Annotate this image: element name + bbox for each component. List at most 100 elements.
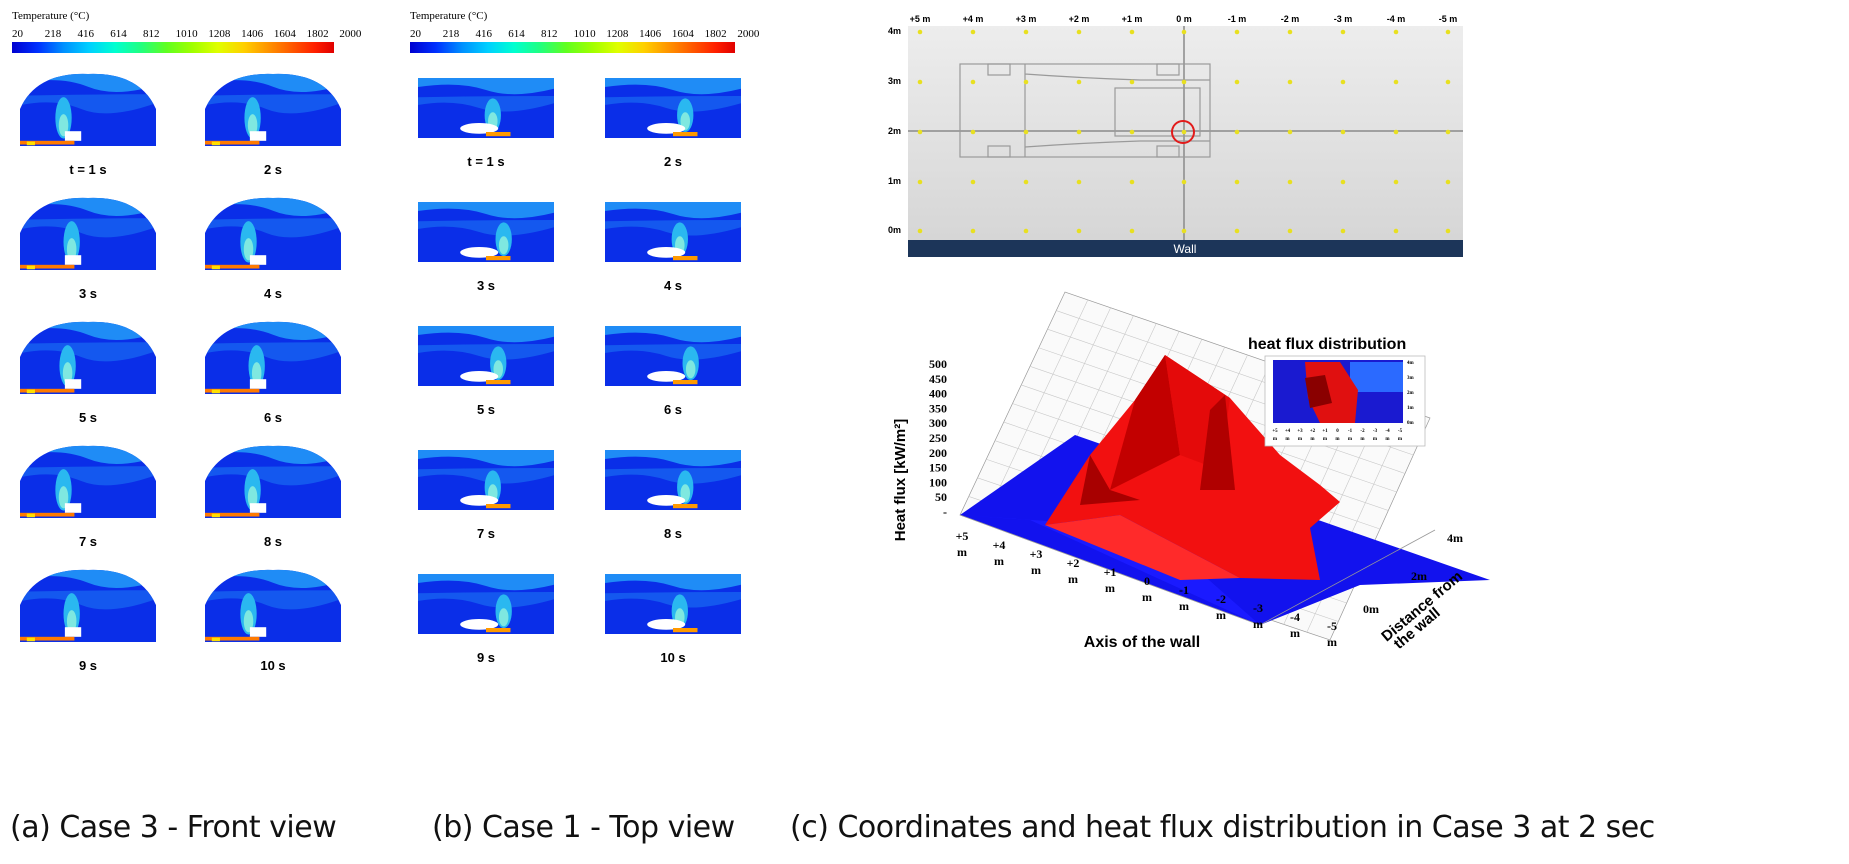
inset-x-unit: m [1298, 437, 1303, 442]
measurement-points [917, 29, 1451, 234]
measurement-point [1023, 79, 1029, 85]
inset-x-label: +3 [1297, 429, 1303, 434]
inset-x-labels: +5 m +4 m +3 m +2 m +1 m 0 m -1 m -2 m -3 m -4 m -5 m [1272, 429, 1403, 442]
measurement-point [1234, 79, 1240, 85]
time-label: 2 s [663, 154, 683, 169]
top-x-label: +2 m [1069, 14, 1090, 24]
time-label: t = 1 s [69, 162, 107, 177]
hf-x-tick: -5 m [1327, 619, 1337, 649]
top-x-label: +5 m [910, 14, 931, 24]
hf-y-tick: 150 [929, 461, 947, 475]
measurement-point [1287, 228, 1293, 234]
coordinate-diagram: +5 m +4 m +3 m +2 m +1 m 0 m -1 m -2 m -3 m -4 m -… [888, 14, 1463, 257]
temperature-snapshot [205, 321, 341, 394]
inset-y-label: 1m [1407, 406, 1415, 411]
inset-y-label: 2m [1407, 391, 1415, 396]
measurement-point [1023, 29, 1029, 35]
red-facet-3 [1200, 395, 1235, 490]
red-facet-4 [1080, 455, 1140, 505]
inset-heatmap-light [1350, 362, 1403, 392]
measurement-point [1234, 129, 1240, 135]
temperature-snapshot [418, 326, 554, 386]
inset-x-label: -2 [1360, 429, 1365, 434]
inset-x-unit: m [1360, 437, 1365, 442]
measurement-point [1393, 29, 1399, 35]
colorbar-tick: 2000 [737, 28, 760, 40]
colorbar-tick: 1406 [241, 28, 264, 40]
time-label: 10 s [260, 658, 286, 673]
target-point-circle [1171, 120, 1195, 144]
colorbar-tick: 1208 [606, 28, 629, 40]
colorbar-tick: 2000 [339, 28, 362, 40]
inset-y-label: 3m [1407, 376, 1415, 381]
measurement-point [1181, 129, 1187, 135]
measurement-point [1287, 129, 1293, 135]
measurement-point [1445, 179, 1451, 185]
colorbar-tick: 1802 [704, 28, 727, 40]
inset-heatmap-dark [1305, 375, 1332, 408]
time-label: 3 s [78, 286, 98, 301]
colorbar-tick: 1802 [306, 28, 329, 40]
measurement-point [970, 228, 976, 234]
measurement-point [1129, 29, 1135, 35]
vehicle-outline [959, 63, 1211, 158]
measurement-point [1393, 79, 1399, 85]
colorbar-ticks-a: 20 218 416 614 812 1010 1208 1406 1604 1802 2000 [12, 28, 372, 40]
hf-y-tick: - [943, 505, 947, 519]
top-x-label: +1 m [1122, 14, 1143, 24]
caption-a: (a) Case 3 - Front view [10, 810, 337, 845]
measurement-point [917, 228, 923, 234]
measurement-point [1076, 228, 1082, 234]
colorbar-a [12, 42, 334, 53]
inset-x-label: +4 [1285, 429, 1291, 434]
time-label: 7 s [476, 526, 496, 541]
measurement-point [1393, 129, 1399, 135]
colorbar-tick: 1010 [573, 28, 596, 40]
measurement-point [917, 129, 923, 135]
wall-label: Wall [1174, 242, 1197, 256]
inset-x-unit: m [1323, 437, 1328, 442]
inset-x-label: -1 [1348, 429, 1353, 434]
time-label: 10 s [660, 650, 686, 665]
measurement-point [1129, 129, 1135, 135]
top-x-label: -5 m [1439, 14, 1458, 24]
measurement-point [970, 79, 976, 85]
inset-y-label: 4m [1407, 361, 1415, 366]
inset-x-unit: m [1273, 437, 1278, 442]
top-x-label: 0 m [1176, 14, 1192, 24]
top-x-label: -4 m [1387, 14, 1406, 24]
inset-title: heat flux distribution [1248, 336, 1406, 353]
inset-x-unit: m [1398, 437, 1403, 442]
colorbar-tick: 218 [44, 28, 62, 40]
hf-xlabel: Axis of the wall [1084, 634, 1200, 651]
hf-y-tick: 50 [935, 490, 947, 504]
measurement-point [1393, 228, 1399, 234]
measurement-point [1393, 179, 1399, 185]
front-base-line [959, 514, 1261, 626]
temperature-snapshot [605, 326, 741, 386]
measurement-point [1181, 29, 1187, 35]
top-y-label: 0m [888, 225, 901, 235]
temperature-snapshot [20, 197, 156, 270]
measurement-point [1287, 29, 1293, 35]
right-base-line [1259, 529, 1436, 626]
measurement-point [1340, 79, 1346, 85]
hf-x-tick: -2 m [1216, 592, 1226, 622]
inset-x-label: -4 [1385, 429, 1390, 434]
hf-y-tick: 100 [929, 475, 947, 489]
colorbar-tick: 812 [540, 28, 558, 40]
measurement-point [1234, 179, 1240, 185]
temperature-snapshot [205, 197, 341, 270]
inset-x-unit: m [1348, 437, 1353, 442]
measurement-point [917, 29, 923, 35]
wall-bar [908, 240, 1463, 257]
temperature-snapshot [205, 73, 341, 146]
colorbar-tick: 614 [508, 28, 525, 40]
red-facet-1 [1110, 355, 1180, 490]
temperature-snapshot [605, 450, 741, 510]
inset-x-unit: m [1335, 437, 1340, 442]
measurement-point [1076, 79, 1082, 85]
measurement-point [1445, 79, 1451, 85]
hf-x-tick: +3 m [1030, 547, 1043, 577]
